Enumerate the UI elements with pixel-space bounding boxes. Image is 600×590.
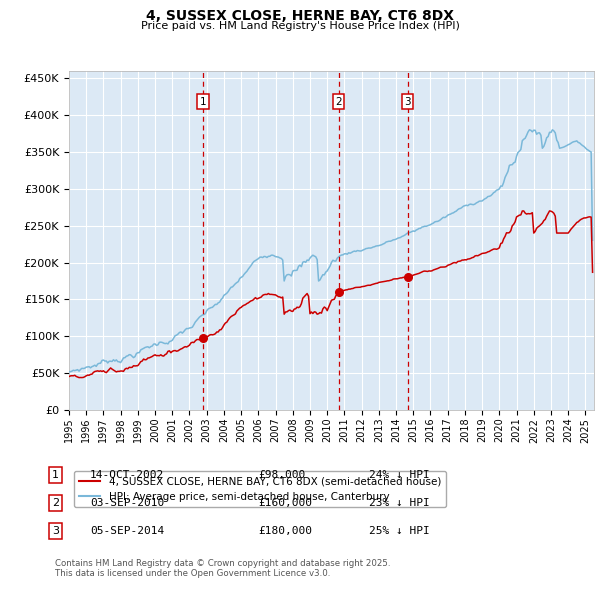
Text: 25% ↓ HPI: 25% ↓ HPI [369, 526, 430, 536]
Text: Contains HM Land Registry data © Crown copyright and database right 2025.: Contains HM Land Registry data © Crown c… [55, 559, 391, 568]
Text: 05-SEP-2014: 05-SEP-2014 [90, 526, 164, 536]
Text: This data is licensed under the Open Government Licence v3.0.: This data is licensed under the Open Gov… [55, 569, 331, 578]
Text: 3: 3 [404, 97, 411, 107]
Text: 2: 2 [335, 97, 342, 107]
Text: 03-SEP-2010: 03-SEP-2010 [90, 498, 164, 507]
Text: £180,000: £180,000 [258, 526, 312, 536]
Text: 4, SUSSEX CLOSE, HERNE BAY, CT6 8DX: 4, SUSSEX CLOSE, HERNE BAY, CT6 8DX [146, 9, 454, 23]
Text: 2: 2 [52, 498, 59, 507]
Text: 14-OCT-2002: 14-OCT-2002 [90, 470, 164, 480]
Text: Price paid vs. HM Land Registry's House Price Index (HPI): Price paid vs. HM Land Registry's House … [140, 21, 460, 31]
Text: £160,000: £160,000 [258, 498, 312, 507]
Text: £98,000: £98,000 [258, 470, 305, 480]
Legend: 4, SUSSEX CLOSE, HERNE BAY, CT6 8DX (semi-detached house), HPI: Average price, s: 4, SUSSEX CLOSE, HERNE BAY, CT6 8DX (sem… [74, 471, 446, 507]
Text: 3: 3 [52, 526, 59, 536]
Text: 24% ↓ HPI: 24% ↓ HPI [369, 470, 430, 480]
Text: 23% ↓ HPI: 23% ↓ HPI [369, 498, 430, 507]
Text: 1: 1 [200, 97, 206, 107]
Text: 1: 1 [52, 470, 59, 480]
